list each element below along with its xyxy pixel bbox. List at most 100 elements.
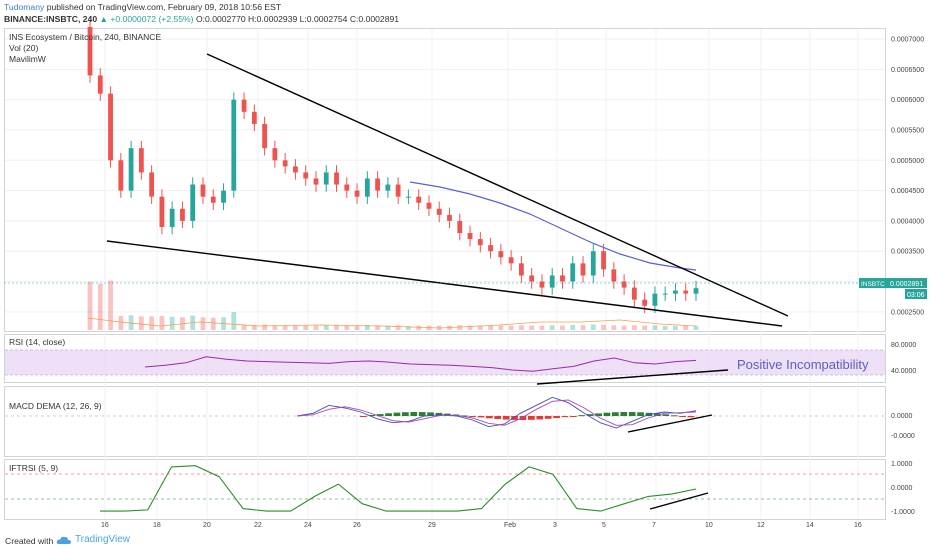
iftrsi-tick: 1.0000: [891, 461, 913, 468]
macd-hist-bar: [502, 416, 510, 420]
candle-body: [354, 190, 360, 197]
candle-body: [539, 281, 545, 288]
candle-body: [87, 26, 93, 76]
indicator-axes: 80.0000 40.0000 0.0000 -0.0000 1.0000 0.…: [891, 342, 916, 516]
candle-body: [97, 75, 103, 94]
macd-hist-bar: [620, 412, 628, 416]
candle-body: [508, 257, 514, 264]
candle-body: [406, 196, 411, 198]
macd-hist-bar: [393, 412, 401, 416]
chart-header: Tudomany published on TradingView.com, F…: [0, 0, 932, 28]
macd-line: [296, 396, 697, 429]
volume-bar: [344, 325, 350, 330]
candle-body: [262, 123, 268, 149]
volume-bar: [477, 325, 483, 330]
volume-bar: [293, 325, 298, 330]
candle-body: [200, 184, 206, 197]
candle-body: [303, 172, 309, 179]
volume-bar: [231, 312, 237, 330]
volume-bar: [354, 325, 360, 330]
candle-body: [498, 251, 504, 258]
candle-body: [334, 172, 339, 185]
mavilim-indicator-label: MavilimW: [9, 54, 46, 64]
candle-body: [457, 220, 463, 234]
volume-bar: [508, 325, 514, 330]
positive-incompatibility-label: Positive Incompatibility: [737, 357, 869, 372]
candle-body: [436, 208, 442, 215]
price-change: ▲ +0.0000072 (+2.55%): [99, 14, 194, 24]
rsi-panel-title: RSI (14, close): [9, 337, 65, 347]
volume-bar: [251, 325, 257, 330]
volume-bar: [652, 325, 658, 330]
time-tick: 18: [153, 522, 161, 529]
author-link[interactable]: Tudomany: [4, 2, 45, 12]
lower-trendline: [106, 240, 783, 327]
macd-hist-bar: [561, 416, 569, 418]
macd-panel-title: MACD DEMA (12, 26, 9): [9, 401, 102, 411]
price-panel[interactable]: [4, 28, 886, 332]
candle-body: [549, 275, 555, 288]
macd-hist-bar: [519, 416, 527, 420]
volume-bar: [385, 325, 391, 330]
cloud-icon: [56, 536, 71, 544]
macd-hist-bar: [385, 413, 392, 416]
rsi-line: [144, 356, 697, 372]
macd-divergence-line: [627, 414, 713, 433]
candle-body: [529, 275, 535, 282]
time-tick: 16: [101, 522, 109, 529]
macd-panel[interactable]: [4, 386, 886, 457]
candlesticks: [87, 19, 699, 314]
macd-hist-bar: [544, 416, 552, 419]
tradingview-label: TradingView: [75, 534, 131, 545]
panel-frames: [4, 28, 886, 520]
candle-body: [488, 245, 493, 252]
macd-hist-bar: [570, 416, 577, 417]
candle-body: [159, 196, 165, 227]
candle-body: [673, 290, 678, 294]
volume-bar: [159, 316, 165, 330]
candle-body: [601, 251, 606, 270]
time-tick: 7: [652, 522, 656, 529]
volume-bar: [621, 325, 627, 330]
candle-body: [426, 202, 432, 209]
volume-bar: [570, 324, 576, 330]
time-tick: 10: [705, 522, 713, 529]
iftrsi-panel[interactable]: [4, 459, 886, 520]
price-axis: 0.0007000 0.0006500 0.0006000 0.0005500 0.00…: [891, 37, 924, 317]
candle-body: [652, 293, 658, 306]
volume-bar: [313, 325, 319, 330]
candle-body: [313, 178, 319, 185]
volume-bar: [611, 325, 617, 330]
iftrsi-tick: -1.0000: [891, 509, 915, 516]
rsi-tick: 80.0000: [891, 342, 916, 349]
volume-bar: [488, 325, 493, 330]
volume-bar: [683, 325, 689, 330]
time-tick: 12: [757, 522, 765, 529]
upper-trendline: [206, 53, 789, 317]
time-tick: 22: [254, 522, 262, 529]
candle-body: [190, 184, 196, 221]
macd-hist-bar: [612, 412, 619, 416]
candle-body: [323, 172, 329, 185]
time-tick: 16: [854, 522, 862, 529]
volume-bar: [631, 325, 637, 330]
iftrsi-tick: 0.0000: [891, 485, 913, 492]
volume-bar: [138, 316, 144, 330]
volume-bar: [518, 325, 524, 330]
candle-body: [693, 288, 699, 294]
volume-bar: [200, 317, 206, 330]
candle-body: [293, 166, 298, 173]
candle-body: [611, 269, 617, 282]
rsi-panel[interactable]: [4, 334, 886, 383]
symbol-label: BINANCE:INSBTC, 240: [4, 14, 98, 24]
candle-body: [447, 214, 452, 221]
time-tick: 24: [304, 522, 312, 529]
time-tick: Feb: [504, 522, 516, 529]
tradingview-brand[interactable]: TradingView: [56, 534, 130, 545]
volume-bar: [662, 326, 668, 330]
last-price-tag: INSBTC 0.0002891 03:06: [859, 278, 927, 299]
macd-hist-bar: [402, 412, 409, 416]
volume-bar: [549, 325, 555, 330]
volume-bar: [97, 283, 103, 330]
